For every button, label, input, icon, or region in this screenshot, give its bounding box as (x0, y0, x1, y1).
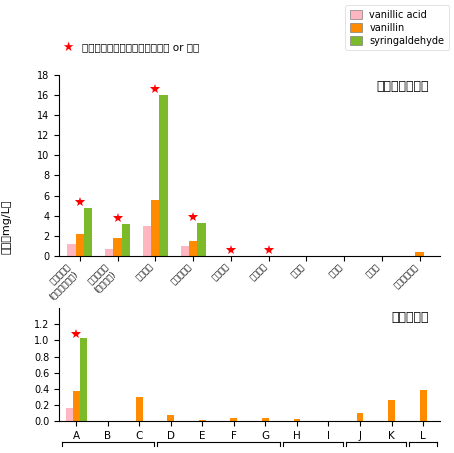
Bar (114, 238, 122, 256)
Bar (73, 391, 80, 421)
Bar (122, 224, 130, 256)
Text: 濃度（mg/L）: 濃度（mg/L） (2, 199, 12, 254)
Bar (419, 390, 426, 421)
Bar (388, 400, 395, 421)
Bar (197, 223, 206, 256)
Text: 焼酒・泡盛: 焼酒・泡盛 (391, 312, 429, 324)
Bar (356, 413, 364, 421)
Bar (76, 234, 84, 256)
Bar (262, 418, 269, 421)
Text: 代表的な蚕留酒: 代表的な蚕留酒 (376, 80, 429, 93)
Bar (189, 241, 197, 256)
Bar (168, 415, 174, 421)
Legend: vanillic acid, vanillin, syringaldehyde: vanillic acid, vanillin, syringaldehyde (345, 5, 449, 50)
Bar (151, 200, 159, 256)
Bar (159, 95, 168, 256)
Bar (415, 252, 424, 256)
Bar (231, 418, 237, 421)
Bar (80, 338, 87, 421)
Bar (143, 226, 151, 256)
Bar (67, 244, 76, 256)
Bar (66, 408, 73, 421)
Bar (136, 397, 143, 421)
Bar (105, 249, 114, 256)
Bar (199, 419, 206, 421)
Text: ★: ★ (63, 41, 74, 54)
Bar (181, 246, 189, 256)
Bar (84, 207, 92, 256)
Text: オーク樽貯蔵（その他はタンク or 羕）: オーク樽貯蔵（その他はタンク or 羕） (82, 43, 199, 53)
Bar (293, 419, 301, 421)
